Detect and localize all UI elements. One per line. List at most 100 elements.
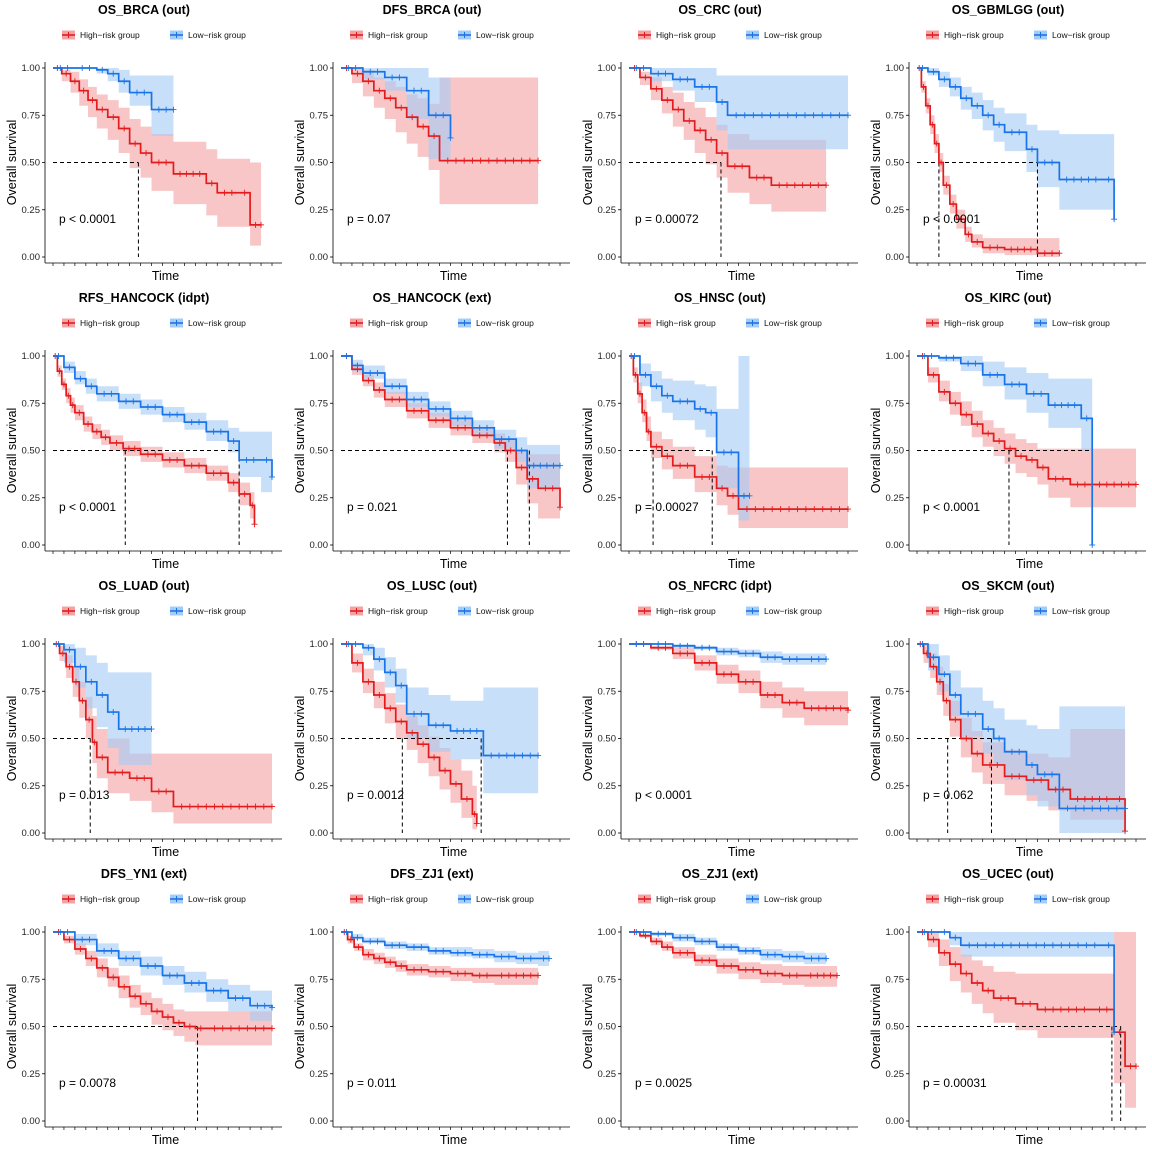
chart-title: OS_HNSC (out) (674, 291, 766, 305)
survival-curve (629, 643, 849, 711)
legend-label: Low−risk group (764, 606, 822, 616)
legend-label: Low−risk group (764, 318, 822, 328)
x-axis-title: Time (440, 269, 467, 283)
y-tick-label: 0.25 (22, 1069, 41, 1080)
chart-title: DFS_BRCA (out) (383, 3, 482, 17)
y-tick-label: 0.75 (22, 110, 41, 121)
confidence-band (53, 356, 255, 540)
chart-title: OS_HANCOCK (ext) (373, 291, 492, 305)
x-axis-title: Time (728, 1133, 755, 1147)
km-chart: OS_ZJ1 (ext) High−risk group Low−risk grou… (581, 867, 858, 1147)
chart-title: OS_NFCRC (idpt) (668, 579, 771, 593)
legend-label: High−risk group (80, 30, 140, 40)
p-value-label: p = 0.021 (347, 500, 398, 514)
y-axis-title: Overall survival (293, 984, 307, 1069)
km-chart: OS_NFCRC (idpt) High−risk group Low−risk g… (581, 579, 858, 859)
km-chart: OS_LUAD (out) High−risk group Low−risk gro… (5, 579, 282, 859)
chart-title: OS_CRC (out) (678, 3, 761, 17)
chart-title: RFS_HANCOCK (idpt) (79, 291, 210, 305)
y-axis-title: Overall survival (869, 696, 883, 781)
y-tick-label: 0.25 (22, 781, 41, 792)
km-chart: RFS_HANCOCK (idpt) High−risk group Low−ris… (5, 291, 282, 571)
confidence-band (917, 68, 1060, 257)
chart-title: OS_UCEC (out) (962, 867, 1054, 881)
y-axis-title: Overall survival (869, 120, 883, 205)
legend-label: High−risk group (944, 894, 1004, 904)
y-axis-title: Overall survival (869, 984, 883, 1069)
km-panel: OS_NFCRC (idpt) High−risk group Low−risk g… (576, 576, 864, 864)
chart-title: OS_KIRC (out) (965, 291, 1052, 305)
y-tick-label: 0.50 (598, 734, 617, 745)
km-panel: OS_HNSC (out) High−risk group Low−risk gro… (576, 288, 864, 576)
km-panel: DFS_ZJ1 (ext) High−risk group Low−risk gro… (288, 864, 576, 1152)
y-tick-label: 0.50 (886, 446, 905, 457)
survival-curve (341, 355, 560, 467)
y-tick-label: 0.50 (598, 158, 617, 169)
y-tick-label: 0.50 (22, 158, 41, 169)
y-tick-label: 0.00 (598, 828, 617, 839)
y-tick-label: 0.50 (22, 734, 41, 745)
y-tick-label: 0.00 (22, 1116, 41, 1127)
survival-curve (917, 355, 1136, 486)
y-tick-label: 0.00 (310, 828, 329, 839)
chart-title: DFS_ZJ1 (ext) (390, 867, 473, 881)
km-chart: OS_HANCOCK (ext) High−risk group Low−risk … (293, 291, 570, 571)
km-chart: DFS_YN1 (ext) High−risk group Low−risk gro… (5, 867, 282, 1147)
km-chart: OS_LUSC (out) High−risk group Low−risk gro… (293, 579, 570, 859)
confidence-band (341, 68, 451, 186)
legend-label: High−risk group (368, 30, 428, 40)
p-value-label: p = 0.062 (923, 788, 974, 802)
km-panel: OS_SKCM (out) High−risk group Low−risk gro… (864, 576, 1152, 864)
x-axis-title: Time (728, 845, 755, 859)
x-axis-title: Time (152, 1133, 179, 1147)
y-tick-label: 0.75 (598, 686, 617, 697)
confidence-band (629, 356, 848, 528)
legend-label: Low−risk group (188, 30, 246, 40)
x-axis-title: Time (1016, 557, 1043, 571)
y-tick-label: 0.25 (22, 205, 41, 216)
y-tick-label: 1.00 (598, 351, 617, 362)
legend-label: High−risk group (944, 30, 1004, 40)
y-tick-label: 0.75 (598, 398, 617, 409)
confidence-band (53, 932, 272, 1046)
y-tick-label: 0.00 (22, 540, 41, 551)
y-tick-label: 0.00 (310, 540, 329, 551)
x-axis-title: Time (440, 1133, 467, 1147)
km-chart: OS_SKCM (out) High−risk group Low−risk gro… (869, 579, 1146, 859)
y-tick-label: 0.75 (22, 686, 41, 697)
p-value-label: p = 0.00027 (635, 500, 699, 514)
x-axis-title: Time (728, 269, 755, 283)
y-tick-label: 0.50 (598, 446, 617, 457)
y-tick-label: 0.00 (22, 828, 41, 839)
y-tick-label: 0.25 (886, 493, 905, 504)
legend-label: High−risk group (80, 894, 140, 904)
legend-label: High−risk group (80, 606, 140, 616)
km-panel: OS_UCEC (out) High−risk group Low−risk gro… (864, 864, 1152, 1152)
survival-curve (53, 931, 272, 1030)
km-panel: OS_BRCA (out) High−risk group Low−risk gro… (0, 0, 288, 288)
confidence-band (629, 644, 827, 665)
confidence-band (341, 932, 539, 985)
legend-label: Low−risk group (1052, 894, 1110, 904)
y-tick-label: 0.75 (310, 398, 329, 409)
legend-label: High−risk group (656, 606, 716, 616)
y-tick-label: 1.00 (22, 927, 41, 938)
y-tick-label: 0.75 (310, 974, 329, 985)
y-tick-label: 0.25 (598, 205, 617, 216)
x-axis-title: Time (728, 557, 755, 571)
km-panel: OS_CRC (out) High−risk group Low−risk grou… (576, 0, 864, 288)
km-chart: OS_KIRC (out) High−risk group Low−risk gro… (869, 291, 1146, 571)
y-tick-label: 1.00 (886, 63, 905, 74)
survival-curve (53, 355, 273, 477)
p-value-label: p = 0.0012 (347, 788, 404, 802)
legend-label: Low−risk group (1052, 318, 1110, 328)
survival-curve (53, 643, 272, 808)
chart-title: OS_LUAD (out) (99, 579, 190, 593)
chart-title: OS_SKCM (out) (961, 579, 1054, 593)
y-tick-label: 1.00 (22, 639, 41, 650)
y-axis-title: Overall survival (581, 984, 595, 1069)
km-panel: OS_LUSC (out) High−risk group Low−risk gro… (288, 576, 576, 864)
survival-curve (341, 67, 539, 162)
confidence-band (629, 932, 827, 965)
confidence-band (629, 932, 838, 987)
